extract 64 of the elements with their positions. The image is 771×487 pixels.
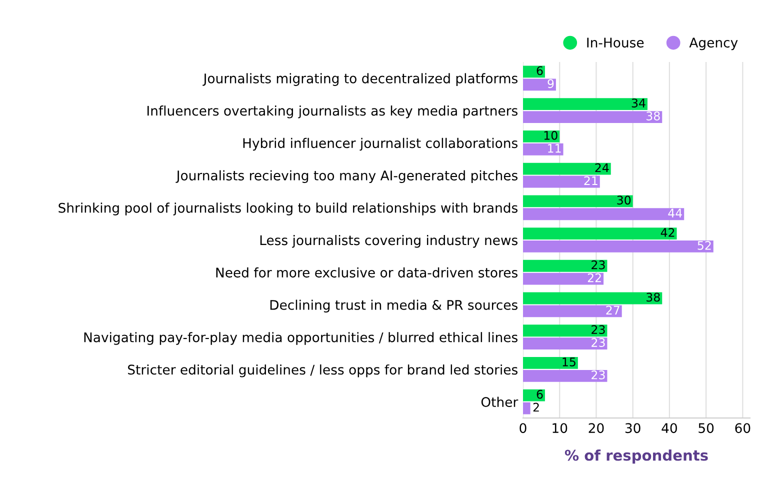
bar <box>523 292 662 304</box>
data-label: 21 <box>584 176 598 186</box>
x-tick-label: 40 <box>662 423 677 434</box>
data-label: 10 <box>544 130 558 140</box>
x-tick-label: 20 <box>588 423 604 434</box>
data-label: 52 <box>698 240 711 250</box>
y-tick-label: Navigating pay-for-play media opportunities / blurred ethical lines <box>84 332 518 345</box>
data-label: 15 <box>562 358 576 366</box>
data-label: 30 <box>617 196 631 205</box>
y-tick-label: Hybrid influencer journalist collaborations <box>243 138 518 151</box>
bar <box>523 208 684 220</box>
data-label: 23 <box>592 260 605 270</box>
data-label: 23 <box>592 370 605 380</box>
data-label: 44 <box>668 208 682 218</box>
data-label: 6 <box>536 390 543 399</box>
data-label: 42 <box>660 228 674 237</box>
y-tick-label: Need for more exclusive or data-driven stores <box>216 267 518 278</box>
data-label: 23 <box>592 338 605 347</box>
y-tick-label: Shrinking pool of journalists looking to build relationships with brands <box>58 202 518 216</box>
bar <box>523 228 677 240</box>
data-label: 2 <box>533 402 539 412</box>
bar <box>523 195 633 208</box>
y-tick-label: Journalists migrating to decentralized platforms <box>202 73 518 86</box>
bar <box>523 305 622 318</box>
bar <box>523 162 611 175</box>
bar <box>523 78 556 91</box>
y-tick-label: Other <box>481 396 518 408</box>
data-label: 6 <box>536 66 543 76</box>
data-label: 23 <box>592 325 605 334</box>
data-label: 11 <box>548 144 561 153</box>
x-tick-label: 10 <box>552 423 568 434</box>
legend-label: In-House <box>587 38 644 48</box>
data-label: 22 <box>588 273 601 282</box>
data-label: 24 <box>595 163 609 172</box>
bar <box>523 402 530 414</box>
bar <box>523 240 714 252</box>
bar <box>523 272 604 285</box>
bar <box>523 176 600 188</box>
data-label: 27 <box>606 306 620 314</box>
x-axis-title: % of respondents <box>564 450 708 464</box>
data-label: 38 <box>646 112 660 120</box>
x-tick-label: 50 <box>698 423 714 434</box>
bar <box>523 143 564 156</box>
data-label: 38 <box>646 292 660 302</box>
bar <box>523 357 578 369</box>
y-tick-label: Influencers overtaking journalists as key media partners <box>147 106 518 118</box>
y-tick-label: Less journalists covering industry news <box>260 234 518 248</box>
bar <box>523 98 648 110</box>
x-tick-label: 0 <box>520 423 526 434</box>
bar <box>523 130 560 142</box>
y-tick-label: Declining trust in media & PR sources <box>270 300 518 312</box>
bar <box>523 111 662 123</box>
bar <box>523 389 545 402</box>
x-tick-label: 30 <box>625 423 640 434</box>
data-label: 9 <box>548 79 554 88</box>
x-tick-label: 60 <box>735 423 750 434</box>
bar <box>523 324 608 337</box>
legend-label: Agency <box>689 38 738 50</box>
data-label: 34 <box>632 98 646 108</box>
y-tick-label: Journalists recieving too many AI-generated pitches <box>176 170 518 184</box>
bar <box>523 260 608 272</box>
bar <box>523 338 608 350</box>
y-tick-label: Stricter editorial guidelines / less opps for brand led stories <box>128 364 518 378</box>
bar <box>523 370 608 382</box>
